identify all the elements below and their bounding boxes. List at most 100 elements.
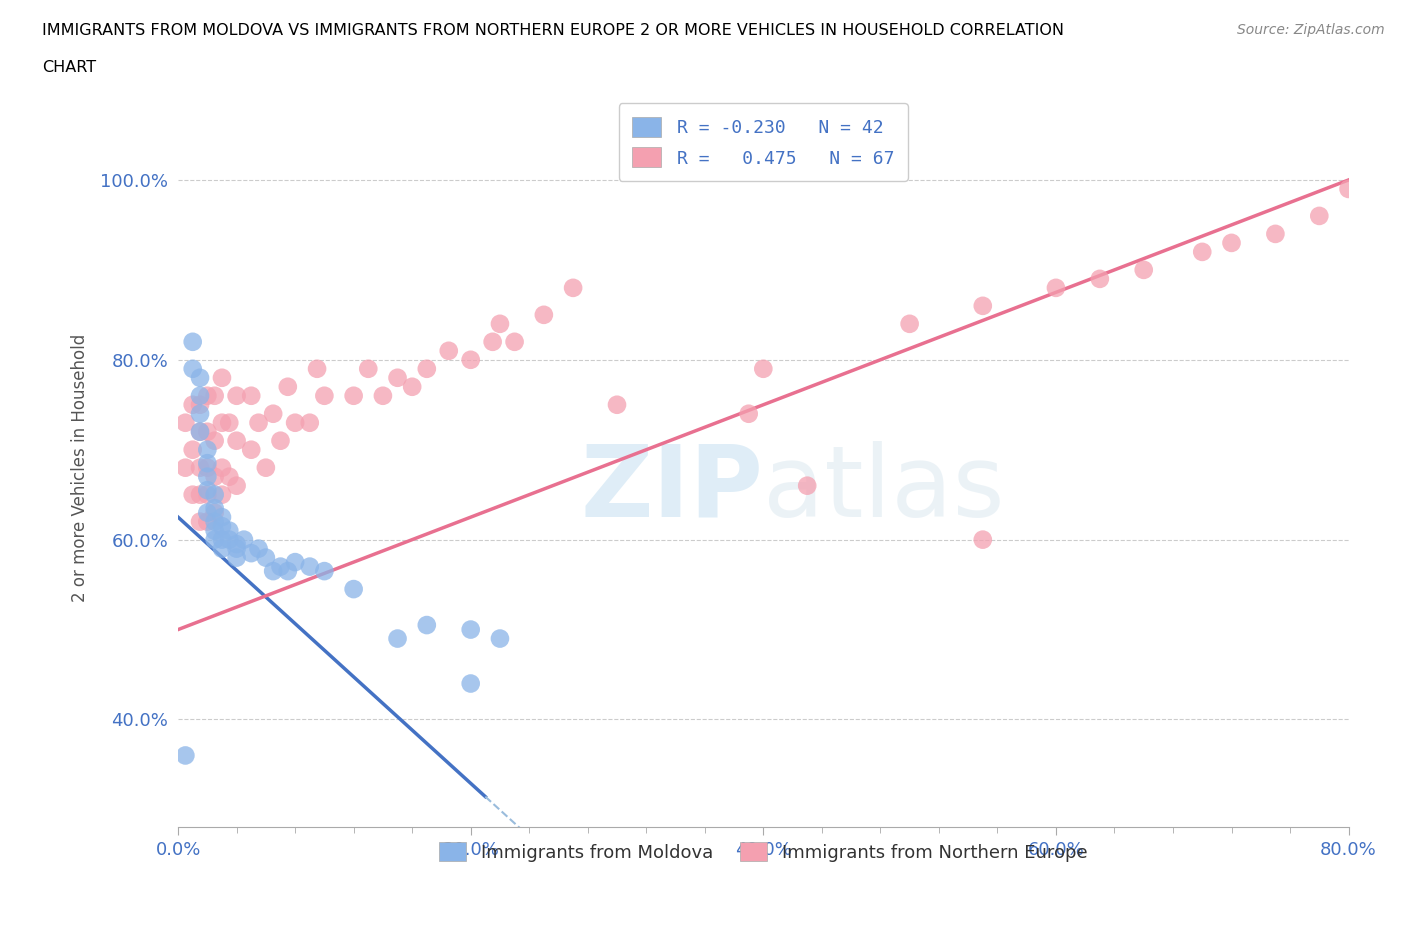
Text: ZIP: ZIP xyxy=(581,441,763,538)
Point xyxy=(247,541,270,556)
Point xyxy=(225,537,247,551)
Point xyxy=(195,424,218,439)
Point xyxy=(387,631,409,646)
Text: Source: ZipAtlas.com: Source: ZipAtlas.com xyxy=(1237,23,1385,37)
Point xyxy=(211,460,233,475)
Point xyxy=(240,546,263,561)
Point xyxy=(357,362,380,377)
Point xyxy=(204,500,226,515)
Point xyxy=(211,532,233,547)
Point xyxy=(218,416,240,431)
Point xyxy=(204,487,226,502)
Point xyxy=(188,424,211,439)
Point xyxy=(796,478,818,493)
Point xyxy=(188,487,211,502)
Point xyxy=(481,335,503,350)
Point xyxy=(195,443,218,458)
Point xyxy=(188,424,211,439)
Point xyxy=(232,532,254,547)
Point xyxy=(1308,208,1330,223)
Point xyxy=(204,532,226,547)
Point xyxy=(898,316,921,331)
Point xyxy=(972,532,994,547)
Point xyxy=(1045,281,1067,296)
Point xyxy=(211,510,233,525)
Point xyxy=(204,505,226,520)
Point xyxy=(195,389,218,404)
Point xyxy=(254,460,277,475)
Point xyxy=(211,487,233,502)
Point xyxy=(269,433,291,448)
Point xyxy=(195,487,218,502)
Point xyxy=(503,335,526,350)
Point xyxy=(211,541,233,556)
Point xyxy=(533,308,555,323)
Point xyxy=(262,406,284,421)
Point xyxy=(195,505,218,520)
Point xyxy=(752,362,775,377)
Point xyxy=(195,483,218,498)
Point xyxy=(218,532,240,547)
Point xyxy=(489,316,512,331)
Point xyxy=(181,443,204,458)
Point xyxy=(188,514,211,529)
Point xyxy=(737,406,759,421)
Point xyxy=(262,564,284,578)
Point xyxy=(460,676,482,691)
Point xyxy=(225,389,247,404)
Y-axis label: 2 or more Vehicles in Household: 2 or more Vehicles in Household xyxy=(72,334,89,602)
Text: atlas: atlas xyxy=(763,441,1005,538)
Point xyxy=(1337,181,1360,196)
Point xyxy=(972,299,994,313)
Point xyxy=(269,559,291,574)
Text: IMMIGRANTS FROM MOLDOVA VS IMMIGRANTS FROM NORTHERN EUROPE 2 OR MORE VEHICLES IN: IMMIGRANTS FROM MOLDOVA VS IMMIGRANTS FR… xyxy=(42,23,1064,38)
Point xyxy=(181,397,204,412)
Point xyxy=(195,470,218,485)
Point xyxy=(1088,272,1111,286)
Point xyxy=(277,564,299,578)
Point xyxy=(181,335,204,350)
Point xyxy=(225,551,247,565)
Point xyxy=(204,470,226,485)
Point xyxy=(298,559,321,574)
Point xyxy=(489,631,512,646)
Point xyxy=(254,551,277,565)
Point xyxy=(181,487,204,502)
Legend: Immigrants from Moldova, Immigrants from Northern Europe: Immigrants from Moldova, Immigrants from… xyxy=(432,835,1094,869)
Point xyxy=(460,352,482,367)
Point xyxy=(174,416,197,431)
Point xyxy=(211,416,233,431)
Point xyxy=(204,389,226,404)
Point xyxy=(606,397,628,412)
Point xyxy=(307,362,329,377)
Point xyxy=(240,389,263,404)
Point xyxy=(240,443,263,458)
Point xyxy=(204,524,226,538)
Point xyxy=(218,470,240,485)
Point xyxy=(437,343,460,358)
Point xyxy=(195,460,218,475)
Point xyxy=(416,362,439,377)
Point xyxy=(188,397,211,412)
Point xyxy=(174,460,197,475)
Point xyxy=(284,416,307,431)
Point xyxy=(188,406,211,421)
Point xyxy=(401,379,423,394)
Point xyxy=(211,370,233,385)
Point xyxy=(371,389,394,404)
Point xyxy=(174,748,197,763)
Point xyxy=(460,622,482,637)
Point xyxy=(314,564,336,578)
Point xyxy=(218,524,240,538)
Point xyxy=(277,379,299,394)
Point xyxy=(225,541,247,556)
Point xyxy=(1264,227,1286,242)
Point xyxy=(211,519,233,534)
Point xyxy=(343,581,366,596)
Point xyxy=(343,389,366,404)
Point xyxy=(204,514,226,529)
Point xyxy=(181,362,204,377)
Point xyxy=(188,370,211,385)
Point xyxy=(387,370,409,385)
Point xyxy=(225,478,247,493)
